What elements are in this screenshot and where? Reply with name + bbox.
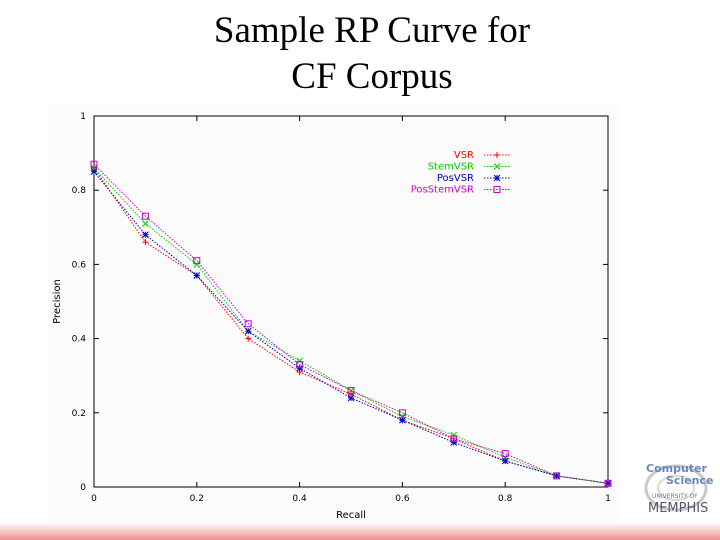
- series-posstemvsr: [90, 160, 612, 487]
- logo-line1: Computer: [646, 462, 708, 475]
- star-marker: [347, 394, 355, 402]
- box-marker: [553, 472, 561, 480]
- logo-line2: Science: [666, 474, 714, 487]
- series-line: [93, 167, 609, 484]
- star-marker: [244, 327, 252, 335]
- box-marker: [501, 450, 509, 458]
- box-marker: [193, 257, 201, 265]
- legend-label: PosVSR: [437, 173, 474, 184]
- series-vsr: [91, 164, 611, 487]
- series-stemvsr: [90, 164, 612, 487]
- star-marker: [296, 364, 303, 372]
- y-axis-label: Precision: [52, 279, 63, 324]
- slide-title-line2: CF Corpus: [291, 56, 453, 97]
- chart-series: [90, 160, 612, 487]
- x-tick-label: 0.8: [498, 494, 513, 504]
- slide-bottom-bar: [0, 522, 720, 540]
- series-line: [93, 167, 609, 484]
- x-marker: [450, 431, 458, 439]
- series-line: [93, 163, 609, 484]
- y-tick-label: 0.4: [72, 335, 87, 345]
- box-marker: [244, 320, 252, 328]
- plus-marker: [245, 335, 252, 342]
- box-marker: [450, 435, 458, 443]
- star-marker: [399, 416, 406, 424]
- box-marker: [604, 479, 612, 487]
- star-marker: [604, 479, 612, 487]
- x-tick-label: 0.6: [395, 494, 410, 504]
- logo-line3: UNIVERSITY OF: [652, 493, 698, 500]
- slide-title-line1: Sample RP Curve for: [213, 10, 531, 51]
- plot-background: [48, 104, 620, 522]
- star-marker: [142, 231, 149, 239]
- x-tick-label: 1: [605, 494, 611, 504]
- university-logo: Computer Science UNIVERSITY OF MEMPHIS: [642, 458, 718, 520]
- star-marker: [90, 168, 98, 176]
- series-line: [93, 171, 609, 484]
- logo-line4: MEMPHIS: [648, 501, 708, 516]
- x-axis-label: Recall: [336, 510, 366, 521]
- x-tick-label: 0.4: [292, 494, 307, 504]
- legend-label: VSR: [454, 150, 474, 161]
- y-tick-label: 1: [80, 112, 86, 122]
- y-tick-label: 0.6: [72, 260, 87, 270]
- x-marker: [142, 220, 149, 227]
- star-marker: [501, 457, 509, 465]
- y-tick-label: 0: [80, 483, 86, 493]
- star-marker: [493, 174, 501, 182]
- box-marker: [493, 186, 501, 193]
- x-tick-label: 0.2: [190, 494, 204, 504]
- star-marker: [193, 272, 201, 279]
- plot-frame: [93, 115, 609, 488]
- y-tick-label: 0.8: [72, 186, 87, 196]
- box-marker: [141, 212, 149, 220]
- legend-label: StemVSR: [428, 162, 474, 173]
- box-marker: [296, 361, 304, 369]
- plus-marker: [142, 239, 149, 246]
- legend-label: PosStemVSR: [411, 185, 474, 196]
- x-tick-label: 0: [91, 494, 97, 504]
- y-tick-label: 0.2: [72, 409, 86, 419]
- x-marker: [493, 163, 501, 170]
- plus-marker: [494, 152, 500, 158]
- slide-title: Sample RP Curve for CF Corpus: [0, 8, 720, 100]
- x-marker: [193, 261, 201, 268]
- series-posvsr: [90, 168, 612, 487]
- star-marker: [450, 439, 458, 446]
- chart-axes: 0 0.2 0.4 0.6 0.8 1 0 0.2 0.4 0.6 0.8 1 Recall Precis…: [52, 112, 611, 521]
- box-marker: [398, 409, 406, 417]
- star-marker: [553, 472, 560, 480]
- box-marker: [90, 160, 98, 168]
- box-marker: [347, 387, 355, 395]
